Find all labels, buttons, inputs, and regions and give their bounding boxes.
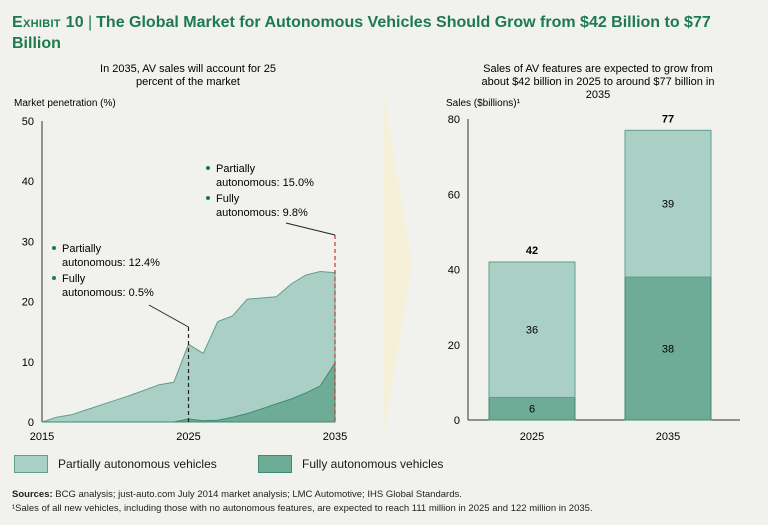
- annotation-bullet-icon: [206, 166, 210, 170]
- left-x-tick-label: 2035: [323, 431, 347, 443]
- annotation-bullet-icon: [206, 196, 210, 200]
- sales-bar-chart: Sales of AV features are expected to gro…: [446, 63, 740, 443]
- right-y-tick-label: 80: [448, 114, 460, 126]
- right-y-tick-label: 0: [454, 415, 460, 427]
- footnote: ¹Sales of all new vehicles, including th…: [12, 503, 593, 514]
- annotation-text: autonomous: 9.8%: [216, 207, 308, 219]
- left-y-tick-label: 0: [28, 417, 34, 429]
- left-x-tick-label: 2015: [30, 431, 54, 443]
- bar-segment-value-label: 38: [662, 344, 674, 356]
- bar-segment-partial: [624, 129, 712, 278]
- bar-segment-value-label: 6: [529, 404, 535, 416]
- legend-item-partial: Partially autonomous vehicles: [14, 455, 217, 473]
- right-y-tick-label: 60: [448, 189, 460, 201]
- legend-item-full: Fully autonomous vehicles: [258, 455, 443, 473]
- annotation-bullet-icon: [52, 276, 56, 280]
- right-x-tick-label: 2025: [520, 431, 544, 443]
- bar-segment-value-label: 39: [662, 199, 674, 211]
- left-y-tick-label: 20: [22, 297, 34, 309]
- sources-label: Sources:: [12, 489, 53, 500]
- annotation-bullet-icon: [52, 246, 56, 250]
- bar-total-label: 77: [662, 113, 674, 125]
- annotation-leader-line: [148, 304, 189, 328]
- left-subtitle: In 2035, AV sales will account for 25: [100, 63, 276, 75]
- chevron-arrow-shape: [384, 98, 412, 432]
- legend-swatch-full: [258, 455, 292, 473]
- area-series-full: [42, 361, 336, 423]
- bar-segment-value-label: 36: [526, 325, 538, 337]
- left-y-tick-label: 30: [22, 236, 34, 248]
- annotation-leader-line: [285, 222, 336, 236]
- left-y-tick-label: 10: [22, 357, 34, 369]
- area-series-partial: [41, 270, 336, 423]
- footer-sources: Sources: BCG analysis; just-auto.com Jul…: [12, 488, 762, 516]
- legend-label-full: Fully autonomous vehicles: [302, 457, 444, 471]
- annotation-text: autonomous: 12.4%: [62, 257, 160, 269]
- bar-segment-full: [624, 276, 712, 421]
- right-x-tick-label: 2035: [656, 431, 680, 443]
- exhibit-title: Exhibit 10 | The Global Market for Autonom…: [12, 12, 752, 54]
- left-x-tick-label: 2025: [176, 431, 200, 443]
- annotation-text: autonomous: 0.5%: [62, 287, 154, 299]
- annotation-text: autonomous: 15.0%: [216, 177, 314, 189]
- annotation-text: Fully: [216, 193, 240, 205]
- title-separator: |: [87, 14, 93, 31]
- left-y-tick-label: 50: [22, 116, 34, 128]
- legend-swatch-partial: [14, 455, 48, 473]
- title-text: The Global Market for Autonomous Vehicle…: [12, 14, 711, 52]
- left-y-tick-label: 40: [22, 176, 34, 188]
- right-y-tick-label: 40: [448, 265, 460, 277]
- exhibit-number: Exhibit 10: [12, 14, 84, 31]
- left-y-axis-label: Market penetration (%): [14, 98, 116, 109]
- right-subtitle: about $42 billion in 2025 to around $77 …: [481, 76, 714, 88]
- annotation-text: Partially: [62, 243, 102, 255]
- right-y-tick-label: 20: [448, 340, 460, 352]
- left-subtitle: percent of the market: [136, 76, 240, 88]
- right-subtitle: Sales of AV features are expected to gro…: [483, 63, 713, 75]
- bar-total-label: 42: [526, 245, 538, 257]
- penetration-area-chart: In 2035, AV sales will account for 25per…: [14, 63, 347, 443]
- right-y-axis-label: Sales ($billions)¹: [446, 98, 521, 109]
- right-subtitle: 2035: [586, 89, 610, 101]
- legend-label-partial: Partially autonomous vehicles: [58, 457, 217, 471]
- sources-text: BCG analysis; just-auto.com July 2014 ma…: [52, 489, 462, 500]
- annotation-text: Fully: [62, 273, 86, 285]
- bar-segment-partial: [488, 261, 576, 398]
- annotation-text: Partially: [216, 163, 256, 175]
